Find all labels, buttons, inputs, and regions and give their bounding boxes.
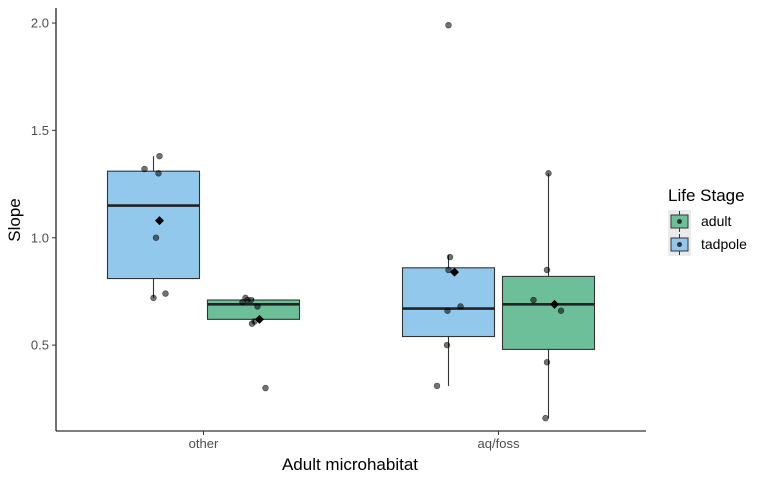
x-ticks: other aq/foss: [189, 431, 520, 451]
data-point: [152, 234, 160, 241]
data-point: [530, 296, 537, 304]
data-point: [457, 303, 464, 310]
data-point: [155, 170, 162, 177]
box-body: [106, 170, 201, 280]
y-tick-label: 1.0: [31, 230, 49, 245]
legend-title: Life Stage: [668, 186, 745, 205]
data-point: [247, 296, 255, 304]
x-axis-label: Adult microhabitat: [282, 455, 418, 474]
legend: Life Stage adult tadpole: [668, 186, 747, 256]
data-point: [542, 414, 549, 422]
legend-point: [677, 219, 682, 224]
legend-point: [677, 242, 682, 247]
data-point: [254, 303, 261, 310]
box-aq-foss-tadpole: [401, 254, 496, 386]
data-point: [545, 170, 552, 177]
data-point: [543, 266, 551, 274]
data-point: [150, 294, 157, 302]
data-point: [141, 165, 148, 173]
axes: [55, 8, 646, 432]
data-point: [543, 359, 551, 366]
y-tick-label: 1.5: [31, 123, 49, 138]
legend-label: adult: [701, 213, 731, 229]
data-point: [443, 341, 451, 349]
data-point: [557, 307, 565, 314]
box-aq-foss-adult: [501, 173, 596, 419]
mean-marker: [255, 314, 264, 324]
y-tick-label: 0.5: [31, 338, 49, 353]
data-point: [433, 382, 441, 390]
data-point: [445, 266, 452, 274]
x-tick-label: other: [189, 436, 219, 451]
data-point: [444, 307, 451, 314]
box-body: [501, 275, 596, 350]
plot-panel: [106, 21, 596, 422]
legend-key-adult: [668, 210, 691, 233]
data-point: [156, 152, 163, 160]
legend-label: tadpole: [701, 236, 747, 252]
box-other-tadpole: [106, 156, 201, 298]
y-tick-label: 2.0: [31, 16, 49, 31]
legend-key-tadpole: [668, 233, 691, 256]
y-axis-label: Slope: [5, 198, 24, 241]
y-ticks: 0.5 1.0 1.5 2.0: [31, 16, 56, 353]
mean-marker: [155, 216, 164, 226]
data-point: [162, 290, 169, 297]
mean-marker: [550, 299, 559, 309]
box-body: [206, 299, 301, 320]
x-tick-label: aq/foss: [478, 436, 520, 451]
data-point: [262, 384, 269, 392]
data-point: [445, 21, 452, 29]
box-body: [401, 267, 496, 338]
mean-marker: [450, 267, 459, 277]
data-point: [446, 253, 454, 261]
